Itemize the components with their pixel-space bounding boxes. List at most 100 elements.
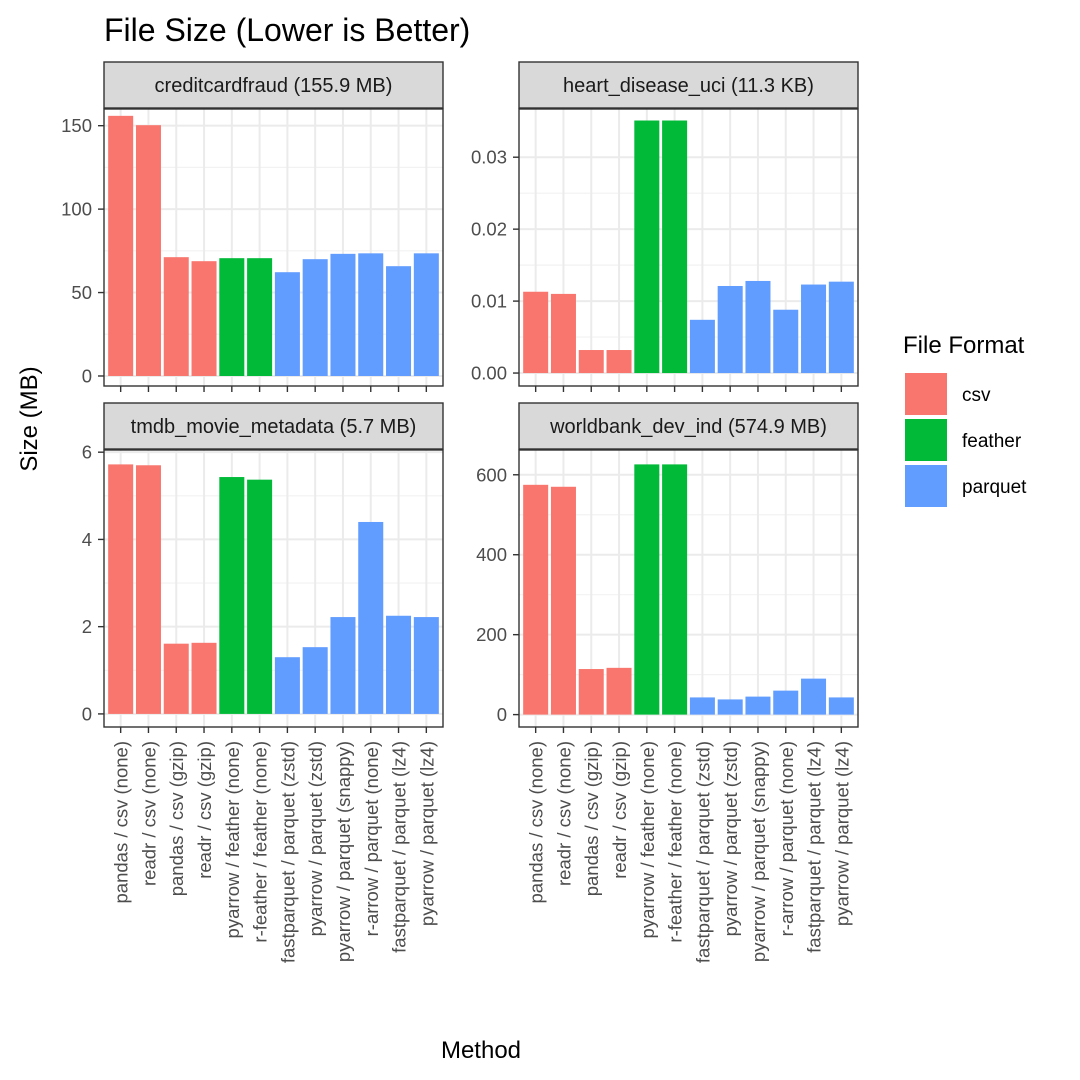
- bar: [828, 281, 854, 374]
- panel-border: [518, 108, 859, 387]
- legend-key: [905, 419, 947, 461]
- y-tick-label: 50: [71, 282, 92, 303]
- facet-strip-label: tmdb_movie_metadata (5.7 MB): [131, 416, 417, 438]
- facet-strip: [518, 61, 859, 109]
- facet-strip-label: worldbank_dev_ind (574.9 MB): [549, 416, 827, 438]
- x-tick-label: pyarrow / feather (none): [637, 741, 658, 938]
- x-tick-label: r-arrow / parquet (none): [361, 741, 382, 936]
- bar: [550, 293, 576, 374]
- y-tick-label: 6: [82, 442, 92, 463]
- y-tick-label: 150: [61, 115, 92, 136]
- facet-strip-label: heart_disease_uci (11.3 KB): [563, 75, 814, 97]
- bar: [386, 266, 412, 376]
- bar: [828, 697, 854, 715]
- y-tick-label: 400: [476, 544, 507, 565]
- bar: [689, 697, 715, 715]
- x-tick-label: pyarrow / parquet (lz4): [416, 741, 437, 926]
- panel: tmdb_movie_metadata (5.7 MB) 0 2 4 6: [82, 402, 444, 733]
- bar: [191, 642, 217, 714]
- x-tick-label: pandas / csv (gzip): [581, 741, 602, 896]
- x-tick-label: fastparquet / parquet (zstd): [692, 741, 713, 963]
- panel: heart_disease_uci (11.3 KB) 0.00 0.01 0.02 0…: [471, 61, 859, 392]
- bar: [219, 477, 245, 714]
- bar: [108, 464, 134, 714]
- bar: [358, 521, 384, 714]
- bar: [163, 643, 189, 714]
- bar: [330, 253, 356, 376]
- x-tick-label: pyarrow / parquet (zstd): [720, 741, 741, 936]
- y-tick-label: 0.00: [471, 363, 507, 384]
- bar: [801, 284, 827, 374]
- panel-border: [103, 449, 444, 728]
- bar: [662, 464, 688, 715]
- bar: [523, 291, 549, 374]
- bar: [745, 696, 771, 715]
- y-tick-label: 0: [82, 703, 92, 724]
- bar: [413, 617, 439, 714]
- x-tick-label: readr / csv (none): [138, 741, 159, 886]
- x-tick-label: pandas / csv (none): [526, 741, 547, 903]
- x-tick-label: readr / csv (gzip): [609, 741, 630, 879]
- facet-strip: [518, 402, 859, 450]
- x-tick-label: readr / csv (none): [553, 741, 574, 886]
- panel: worldbank_dev_ind (574.9 MB) 0 200 400 600: [476, 402, 859, 733]
- bar: [135, 465, 161, 714]
- x-tick-label: pyarrow / parquet (zstd): [305, 741, 326, 936]
- bar: [634, 120, 660, 374]
- x-tick-label: pandas / csv (none): [111, 741, 132, 903]
- bar: [163, 257, 189, 376]
- panel-border: [518, 449, 859, 728]
- x-tick-label: r-arrow / parquet (none): [776, 741, 797, 936]
- legend-key: [905, 373, 947, 415]
- bar: [550, 486, 576, 715]
- bar: [773, 309, 799, 374]
- bar: [247, 258, 273, 376]
- bar: [717, 285, 743, 374]
- bar: [358, 253, 384, 376]
- panel: creditcardfraud (155.9 MB) 0 50 100 150: [61, 61, 444, 392]
- x-axis-title: Method: [441, 1037, 521, 1064]
- bar: [386, 615, 412, 714]
- bar: [606, 667, 632, 715]
- x-tick-labels: pandas / csv (none) readr / csv (none) pan…: [111, 741, 853, 963]
- bar: [274, 272, 300, 376]
- legend-label: csv: [962, 385, 991, 406]
- chart-title: File Size (Lower is Better): [104, 12, 470, 48]
- x-tick-label: fastparquet / parquet (lz4): [389, 741, 410, 953]
- x-tick-label: readr / csv (gzip): [194, 741, 215, 879]
- y-tick-label: 0: [497, 704, 507, 725]
- x-tick-label: fastparquet / parquet (lz4): [804, 741, 825, 953]
- legend-key: [905, 465, 947, 507]
- x-tick-label: r-feather / feather (none): [250, 741, 271, 943]
- y-tick-label: 600: [476, 464, 507, 485]
- bar: [606, 350, 632, 374]
- bar: [634, 464, 660, 715]
- y-tick-label: 4: [82, 529, 92, 550]
- bar: [135, 125, 161, 376]
- facet-strip: [103, 61, 444, 109]
- x-tick-label: pyarrow / feather (none): [222, 741, 243, 938]
- bar: [689, 319, 715, 374]
- y-tick-label: 100: [61, 199, 92, 220]
- x-tick-label: fastparquet / parquet (zstd): [277, 741, 298, 963]
- x-tick-label: pyarrow / parquet (snappy): [333, 741, 354, 962]
- legend: File Format csv feather parquet: [903, 332, 1027, 507]
- facet-strip: [103, 402, 444, 450]
- y-tick-label: 200: [476, 624, 507, 645]
- facet-strip-label: creditcardfraud (155.9 MB): [155, 75, 393, 97]
- legend-label: feather: [962, 431, 1022, 452]
- bar: [662, 120, 688, 374]
- x-tick-label: pandas / csv (gzip): [166, 741, 187, 896]
- bar: [247, 479, 273, 714]
- y-tick-label: 2: [82, 616, 92, 637]
- y-axis-title: Size (MB): [16, 366, 43, 471]
- y-tick-label: 0.01: [471, 291, 507, 312]
- bar: [717, 699, 743, 715]
- bar: [745, 280, 771, 374]
- x-tick-label: pyarrow / parquet (snappy): [748, 741, 769, 962]
- bar: [523, 484, 549, 715]
- legend-label: parquet: [962, 477, 1027, 498]
- bar: [330, 617, 356, 714]
- legend-title: File Format: [903, 332, 1025, 359]
